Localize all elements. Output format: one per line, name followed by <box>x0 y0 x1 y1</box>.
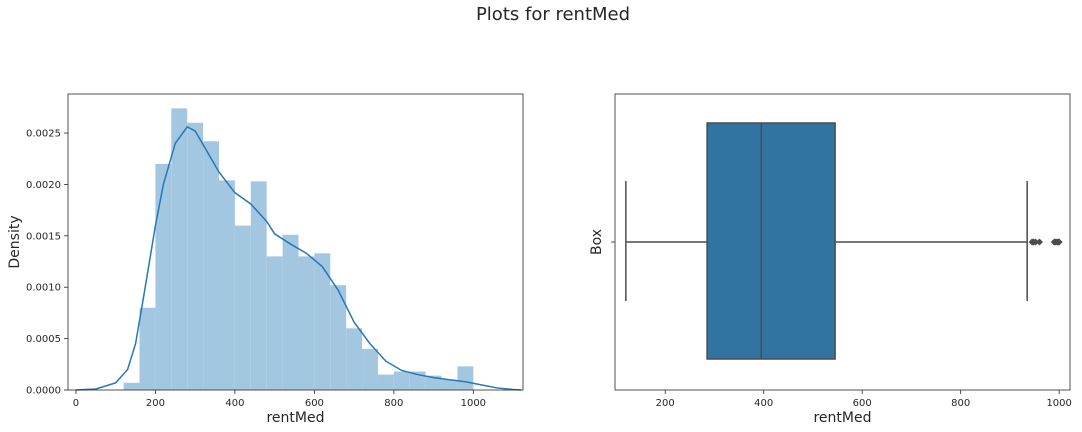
histogram-bar <box>298 256 315 390</box>
histogram-x-tick-label: 1000 <box>461 398 486 409</box>
histogram-bar <box>250 181 267 390</box>
histogram-x-tick-label: 400 <box>225 398 244 409</box>
histogram-y-tick-label: 0.0020 <box>26 180 61 191</box>
histogram-bar <box>123 382 140 390</box>
histogram-x-tick-label: 0 <box>73 398 79 409</box>
boxplot-y-axis-label: Box <box>589 229 605 255</box>
histogram-bar <box>282 234 299 390</box>
histogram-x-tick-label: 600 <box>305 398 324 409</box>
histogram-bar <box>187 122 204 391</box>
histogram-bar <box>155 163 172 390</box>
boxplot-x-tick-label: 200 <box>656 398 675 409</box>
outlier-point <box>1055 238 1063 246</box>
histogram-bar <box>219 180 235 390</box>
kde-curve <box>75 125 522 391</box>
histogram-x-tick-label: 800 <box>384 398 403 409</box>
outlier-point <box>1035 238 1043 246</box>
histogram-y-tick-label: 0.0005 <box>26 334 61 345</box>
boxplot-x-axis-label: rentMed <box>813 410 871 426</box>
histogram-bar <box>266 256 283 390</box>
boxplot-x-ticks: 200 400 600 800 1000 <box>656 390 1072 409</box>
histogram-bar <box>203 141 220 390</box>
histogram-bar <box>171 108 188 390</box>
histogram-y-axis-label: Density <box>7 215 23 268</box>
histogram-bar <box>314 253 331 390</box>
iqr-box <box>706 122 836 360</box>
histogram-bar <box>139 307 156 390</box>
histogram-y-tick-label: 0.0025 <box>26 129 61 140</box>
histogram-y-tick-label: 0.0015 <box>26 231 61 242</box>
boxplot-x-tick-label: 800 <box>951 398 970 409</box>
outlier-point <box>1032 238 1040 246</box>
histogram-bar <box>362 348 378 390</box>
histogram-bar <box>330 285 347 390</box>
histogram-panel: 0 200 400 600 800 1000 0.00000.00050.00100.00… <box>7 93 524 426</box>
histogram-plot-frame <box>67 93 524 391</box>
histogram-y-tick-label: 0.0010 <box>26 283 61 294</box>
histogram-y-tick-label: 0.0000 <box>26 386 61 397</box>
histogram-bar <box>377 374 394 390</box>
histogram-bar <box>346 328 363 390</box>
histogram-x-tick-label: 200 <box>146 398 165 409</box>
histogram-bar <box>425 375 442 390</box>
histogram-x-axis-label: rentMed <box>266 410 324 426</box>
figure-title: Plots for rentMed <box>475 4 631 25</box>
boxplot-panel: 200 400 600 800 1000 rentMed Box <box>589 93 1072 426</box>
histogram-bar <box>409 371 426 390</box>
histogram-y-ticks: 0.0000 0.0005 0.0010 0.0015 0.0020 0.0025 <box>26 129 68 397</box>
histogram-bars <box>123 108 474 391</box>
histogram-bar <box>441 379 458 390</box>
histogram-x-ticks: 0 200 400 600 800 1000 <box>73 390 486 409</box>
boxplot-marks <box>625 122 1063 360</box>
histogram-bar <box>457 366 474 390</box>
histogram-bar <box>393 371 410 390</box>
boxplot-x-tick-label: 1000 <box>1046 398 1071 409</box>
histogram-bar <box>234 225 251 390</box>
boxplot-x-tick-label: 400 <box>754 398 773 409</box>
boxplot-x-tick-label: 600 <box>853 398 872 409</box>
